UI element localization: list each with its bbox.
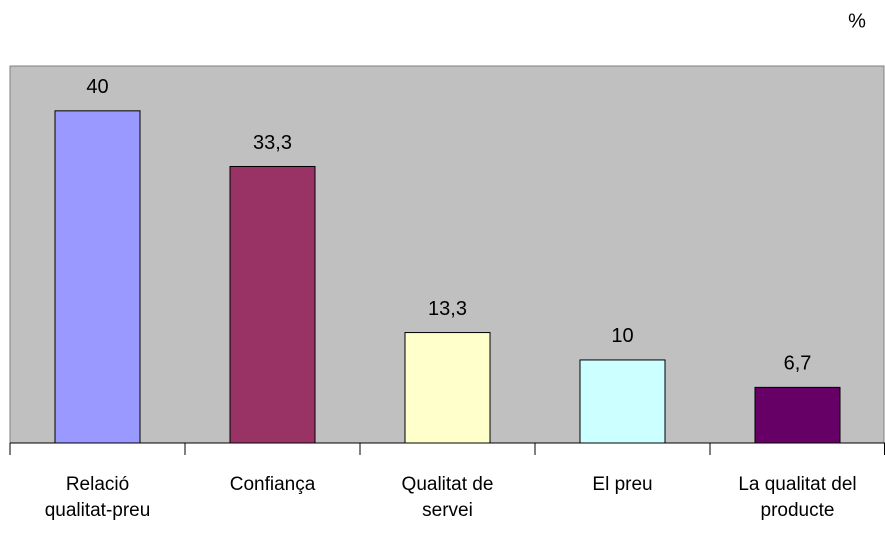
data-label: 10 xyxy=(611,325,633,347)
bar xyxy=(54,110,141,444)
data-label: 13,3 xyxy=(428,298,467,320)
bar xyxy=(404,332,491,444)
bar xyxy=(579,359,666,444)
x-tick-label: Relació qualitat-preu xyxy=(44,474,151,521)
x-tick-label: La qualitat del producte xyxy=(738,474,857,521)
bar xyxy=(754,386,841,444)
x-tick-label: Qualitat de servei xyxy=(401,474,494,521)
y-axis-label: % xyxy=(848,10,866,32)
x-tick-label: Confiança xyxy=(229,474,316,495)
data-label: 40 xyxy=(86,76,108,98)
data-label: 33,3 xyxy=(253,132,292,154)
data-label: 6,7 xyxy=(784,353,812,375)
x-tick-label: El preu xyxy=(592,474,653,495)
bar xyxy=(229,165,316,444)
